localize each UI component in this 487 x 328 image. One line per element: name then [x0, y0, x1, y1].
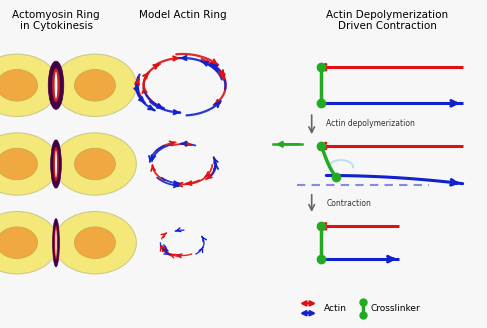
Text: Model Actin Ring: Model Actin Ring: [139, 10, 226, 20]
Ellipse shape: [53, 218, 59, 267]
Text: Actin depolymerization: Actin depolymerization: [326, 118, 415, 128]
Ellipse shape: [55, 151, 57, 177]
Ellipse shape: [0, 133, 58, 195]
Ellipse shape: [54, 212, 136, 274]
Ellipse shape: [0, 148, 37, 180]
Ellipse shape: [0, 54, 58, 116]
Ellipse shape: [52, 68, 60, 102]
Ellipse shape: [54, 147, 59, 181]
Ellipse shape: [51, 140, 61, 188]
Ellipse shape: [54, 133, 136, 195]
Ellipse shape: [75, 70, 115, 101]
Text: Actin Depolymerization
Driven Contraction: Actin Depolymerization Driven Contractio…: [326, 10, 448, 31]
Text: Crosslinker: Crosslinker: [370, 304, 420, 313]
Ellipse shape: [55, 226, 58, 260]
Ellipse shape: [55, 72, 57, 98]
Ellipse shape: [0, 70, 37, 101]
Ellipse shape: [75, 148, 115, 180]
Text: Actin: Actin: [324, 304, 347, 313]
Ellipse shape: [48, 61, 64, 110]
Text: Actomyosin Ring
in Cytokinesis: Actomyosin Ring in Cytokinesis: [12, 10, 100, 31]
Ellipse shape: [0, 212, 58, 274]
Ellipse shape: [75, 227, 115, 258]
Ellipse shape: [54, 54, 136, 116]
Ellipse shape: [0, 227, 37, 258]
Text: Contraction: Contraction: [326, 199, 371, 208]
